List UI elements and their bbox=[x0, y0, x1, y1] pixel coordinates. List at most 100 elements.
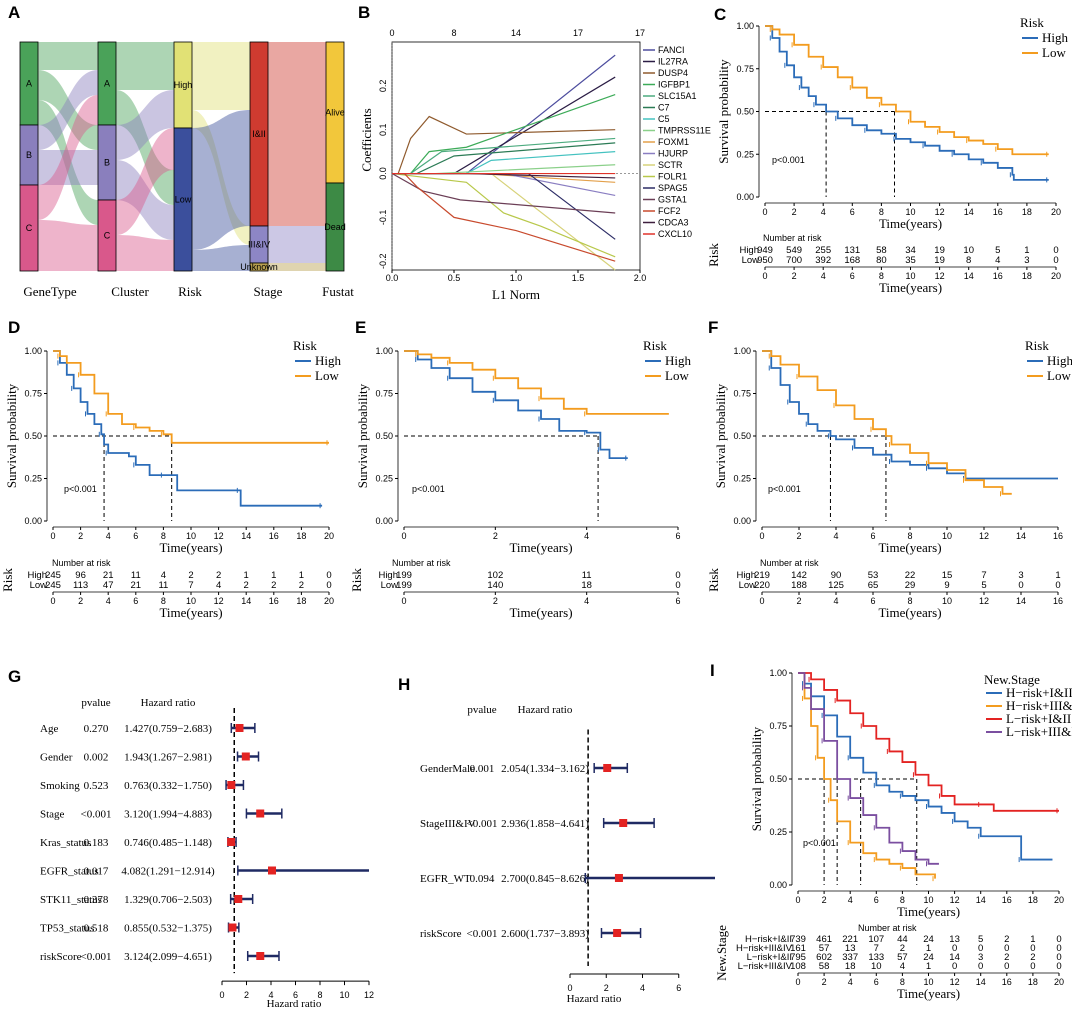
forest-hr-text: 0.746(0.485−1.148) bbox=[124, 837, 212, 849]
risk-cell: 11 bbox=[582, 570, 592, 581]
legend-gene-label: HJURP bbox=[658, 149, 688, 159]
x-tick-label: 20 bbox=[1054, 895, 1064, 905]
y-tick-label: 0.75 bbox=[24, 389, 42, 399]
forest-row-name: Smoking bbox=[40, 780, 80, 792]
km-curve-Low bbox=[765, 25, 1049, 156]
x-axis-title: Time(years) bbox=[878, 540, 941, 555]
y-axis-title: Survival probability bbox=[4, 383, 19, 488]
risk-cell: 10 bbox=[871, 961, 882, 972]
sankey-flow bbox=[116, 90, 174, 160]
risk-cell: 0 bbox=[978, 961, 983, 972]
legend-label: Low bbox=[315, 368, 339, 383]
forest-point bbox=[256, 809, 265, 818]
risk-y-title: Risk bbox=[706, 243, 721, 267]
risk-cell: 107 bbox=[868, 934, 884, 945]
forest-hr-text: 1.427(0.759−2.683) bbox=[124, 723, 212, 735]
risk-cell: 131 bbox=[844, 245, 860, 256]
forest-pvalue: 0.001 bbox=[470, 763, 495, 775]
forest-hr-text: 2.054(1.334−3.162) bbox=[501, 763, 589, 775]
risk-cell: 5 bbox=[978, 934, 983, 945]
forest-tick-label: 0 bbox=[567, 983, 572, 993]
risk-tick-label: 12 bbox=[979, 596, 989, 606]
x-tick-label: 6 bbox=[850, 207, 855, 217]
legend-label: H−risk+III&IV bbox=[1006, 698, 1072, 713]
sankey-node-label: Low bbox=[175, 195, 192, 205]
y-axis-title: Survival probability bbox=[355, 383, 370, 488]
x-tick-label: 14 bbox=[241, 531, 251, 541]
legend-label: High bbox=[665, 353, 692, 368]
risk-row-label: L−risk+I&II bbox=[747, 952, 792, 963]
sankey-node-label: Unknown bbox=[240, 262, 278, 272]
legend-title: Risk bbox=[1020, 15, 1044, 30]
risk-cell: 0 bbox=[1004, 943, 1009, 954]
sankey-axis-label: GeneType bbox=[23, 284, 76, 299]
y-tick-label: 0.75 bbox=[375, 389, 393, 399]
risk-tick-label: 10 bbox=[923, 977, 933, 987]
x-tick-label: 8 bbox=[879, 207, 884, 217]
x-tick-label: 10 bbox=[186, 531, 196, 541]
risk-cell: 53 bbox=[868, 570, 879, 581]
risk-cell: 5 bbox=[981, 580, 986, 591]
x-axis-title: Time(years) bbox=[509, 540, 572, 555]
risk-cell: 0 bbox=[326, 580, 331, 591]
x-tick-label: 1.5 bbox=[572, 273, 585, 283]
risk-tick-label: 6 bbox=[850, 271, 855, 281]
x-tick-label: 20 bbox=[324, 531, 334, 541]
risk-x-title: Time(years) bbox=[159, 605, 222, 620]
y-tick-label: 0.25 bbox=[375, 474, 393, 484]
x-tick-label: 12 bbox=[935, 207, 945, 217]
risk-cell: 188 bbox=[791, 580, 807, 591]
risk-table-title: Number at risk bbox=[52, 558, 111, 568]
x-tick-label: 20 bbox=[1051, 207, 1061, 217]
x-axis-title: Time(years) bbox=[879, 216, 942, 231]
forest-x-title: Hazard ratio bbox=[267, 998, 322, 1010]
risk-cell: 11 bbox=[158, 580, 168, 591]
risk-tick-label: 4 bbox=[833, 596, 838, 606]
risk-tick-label: 10 bbox=[186, 596, 196, 606]
forest-tick-label: 0 bbox=[219, 990, 224, 1000]
forest-point bbox=[619, 819, 628, 827]
top-tick-label: 0 bbox=[389, 28, 394, 38]
legend-label: Low bbox=[665, 368, 689, 383]
risk-tick-label: 8 bbox=[900, 977, 905, 987]
x-tick-label: 8 bbox=[900, 895, 905, 905]
sankey-node-label: C bbox=[26, 223, 33, 233]
x-tick-label: 8 bbox=[907, 531, 912, 541]
risk-cell: 392 bbox=[815, 255, 831, 266]
top-tick-label: 17 bbox=[635, 28, 645, 38]
x-axis-title: Time(years) bbox=[897, 904, 960, 919]
km-curve-L−risk+I&II bbox=[798, 672, 1059, 812]
risk-cell: 0 bbox=[978, 943, 983, 954]
forest-row-name: riskScore bbox=[40, 951, 82, 963]
x-tick-label: 0 bbox=[762, 207, 767, 217]
forest-hr-text: 1.329(0.706−2.503) bbox=[124, 894, 212, 906]
sankey-flow bbox=[116, 90, 174, 205]
risk-cell: 10 bbox=[963, 245, 974, 256]
sankey-node-label: Alive bbox=[325, 108, 345, 118]
risk-y-title: Risk bbox=[0, 568, 15, 592]
risk-cell: 602 bbox=[816, 952, 832, 963]
risk-cell: 57 bbox=[897, 952, 908, 963]
y-tick-label: 0.50 bbox=[375, 431, 393, 441]
risk-cell: 13 bbox=[845, 943, 856, 954]
top-tick-label: 8 bbox=[451, 28, 456, 38]
legend-label: High bbox=[1047, 353, 1072, 368]
sankey-node-label: C bbox=[104, 231, 111, 241]
risk-cell: 3 bbox=[978, 952, 983, 963]
risk-cell: 2 bbox=[188, 570, 193, 581]
x-tick-label: 4 bbox=[584, 531, 589, 541]
risk-tick-label: 4 bbox=[584, 596, 589, 606]
risk-cell: 1 bbox=[244, 570, 249, 581]
risk-tick-label: 14 bbox=[241, 596, 251, 606]
sankey-node bbox=[19, 184, 39, 272]
y-tick-label: 0.00 bbox=[769, 880, 787, 890]
top-tick-label: 17 bbox=[573, 28, 583, 38]
risk-cell: 7 bbox=[981, 570, 986, 581]
risk-tick-label: 20 bbox=[1051, 271, 1061, 281]
x-tick-label: 2 bbox=[796, 531, 801, 541]
forest-point bbox=[614, 874, 623, 882]
risk-cell: 245 bbox=[45, 580, 61, 591]
risk-tick-label: 14 bbox=[976, 977, 986, 987]
forest-tick-label: 12 bbox=[364, 990, 374, 1000]
